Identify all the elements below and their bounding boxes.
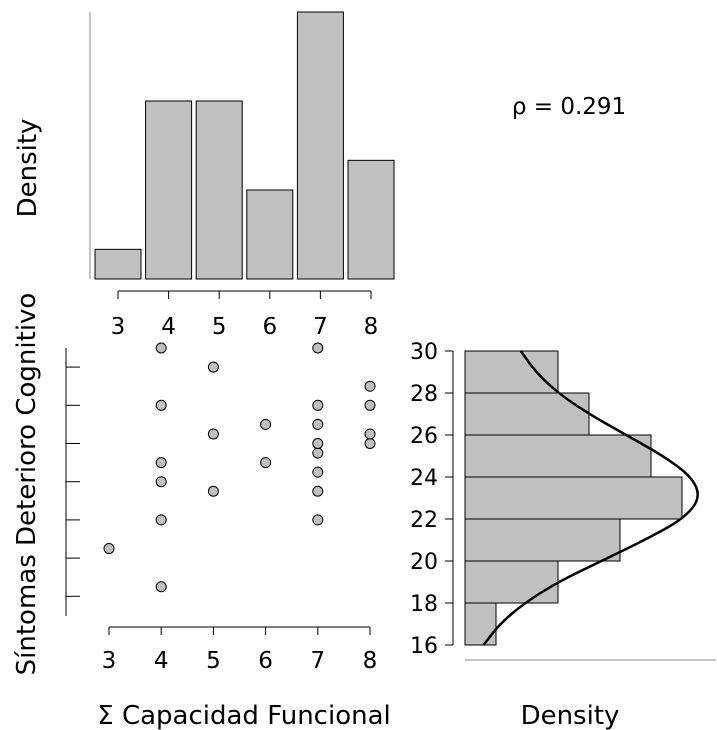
right-histogram-bar [464, 560, 559, 604]
right-histogram-tick-label-18: 18 [410, 592, 438, 617]
scatter-x-tick-label-6: 6 [258, 648, 273, 674]
scatter-panel: 3 4 5 6 7 8 Σ Capacidad Funcional Síntomas De… [12, 293, 391, 730]
right-histogram-tick-label-20: 20 [410, 550, 438, 575]
scatter-point [207, 428, 219, 440]
right-histogram-tick-label-30: 30 [410, 340, 438, 365]
top-histogram-bar-3 [94, 248, 142, 280]
right-histogram-bar [464, 350, 559, 394]
top-histogram-panel: Density 3 4 5 6 7 8 [13, 11, 395, 340]
scatter-point [312, 514, 324, 526]
scatter-point [103, 543, 115, 555]
top-histogram-bar-4 [145, 100, 193, 280]
right-histogram-bar [464, 518, 621, 562]
scatter-point [155, 399, 167, 411]
top-histogram-bar-6 [246, 189, 294, 280]
right-histogram-bar [464, 434, 652, 478]
scatter-points [103, 342, 376, 593]
scatter-point [155, 514, 167, 526]
top-histogram-bar-5 [195, 100, 243, 280]
top-histogram-tick-label-5: 5 [212, 314, 227, 340]
scatter-point [155, 476, 167, 488]
scatter-point [364, 380, 376, 392]
scatter-x-tick-label-7: 7 [310, 648, 325, 674]
scatter-point [155, 581, 167, 593]
right-histogram-tick-label-16: 16 [410, 634, 438, 659]
scatter-x-tick-label-8: 8 [363, 648, 378, 674]
right-histogram-bar [464, 476, 683, 520]
scatter-point [312, 399, 324, 411]
top-histogram-tick-label-3: 3 [111, 314, 126, 340]
scatter-point [207, 485, 219, 497]
scatter-point [155, 342, 167, 354]
top-histogram-tick-label-8: 8 [364, 314, 379, 340]
top-histogram-tick-label-7: 7 [313, 314, 328, 340]
right-histogram-tick-label-28: 28 [410, 382, 438, 407]
density-curve [482, 350, 699, 646]
top-histogram-ylabel: Density [13, 119, 43, 218]
scatter-point [312, 485, 324, 497]
right-histogram-tick-label-26: 26 [410, 424, 438, 449]
right-histogram-y-axis: 16 18 20 22 24 26 28 30 [410, 340, 454, 659]
right-histogram-panel: 16 18 20 22 24 26 28 30 Density [410, 340, 716, 730]
scatter-point [312, 438, 324, 449]
scatter-x-axis: 3 4 5 6 7 8 [102, 626, 378, 674]
right-histogram-bars [464, 350, 683, 646]
scatter-point [260, 457, 272, 469]
scatter-point [312, 466, 324, 478]
scatter-point [260, 418, 272, 430]
scatter-point [364, 399, 376, 411]
top-histogram-x-axis: 3 4 5 6 7 8 [111, 290, 379, 340]
scatter-point [312, 342, 324, 354]
top-histogram-tick-label-4: 4 [161, 314, 176, 340]
top-histogram-bar-8 [347, 159, 395, 280]
top-histogram-tick-label-6: 6 [262, 314, 277, 340]
right-histogram-tick-label-22: 22 [410, 508, 438, 533]
scatter-xlabel: Σ Capacidad Funcional [97, 701, 391, 730]
top-histogram-bars [94, 11, 395, 280]
right-histogram-bar [464, 392, 590, 436]
scatter-point [364, 428, 376, 440]
right-histogram-xlabel: Density [521, 701, 620, 730]
scatter-x-tick-label-3: 3 [102, 648, 117, 674]
right-histogram-bar [464, 602, 497, 646]
scatter-point [312, 418, 324, 430]
scatter-point [155, 457, 167, 469]
scatter-x-tick-label-5: 5 [206, 648, 221, 674]
scatter-point [312, 447, 324, 459]
scatter-ylabel: Síntomas Deterioro Cognitivo [12, 293, 42, 676]
right-histogram-tick-label-24: 24 [410, 466, 438, 491]
correlation-coefficient: ρ = 0.291 [512, 94, 626, 120]
scatter-x-tick-label-4: 4 [154, 648, 169, 674]
top-histogram-bar-7 [296, 11, 344, 280]
scatter-point [364, 438, 376, 449]
scatter-point [207, 361, 219, 373]
scatter-y-ticks [66, 366, 80, 597]
